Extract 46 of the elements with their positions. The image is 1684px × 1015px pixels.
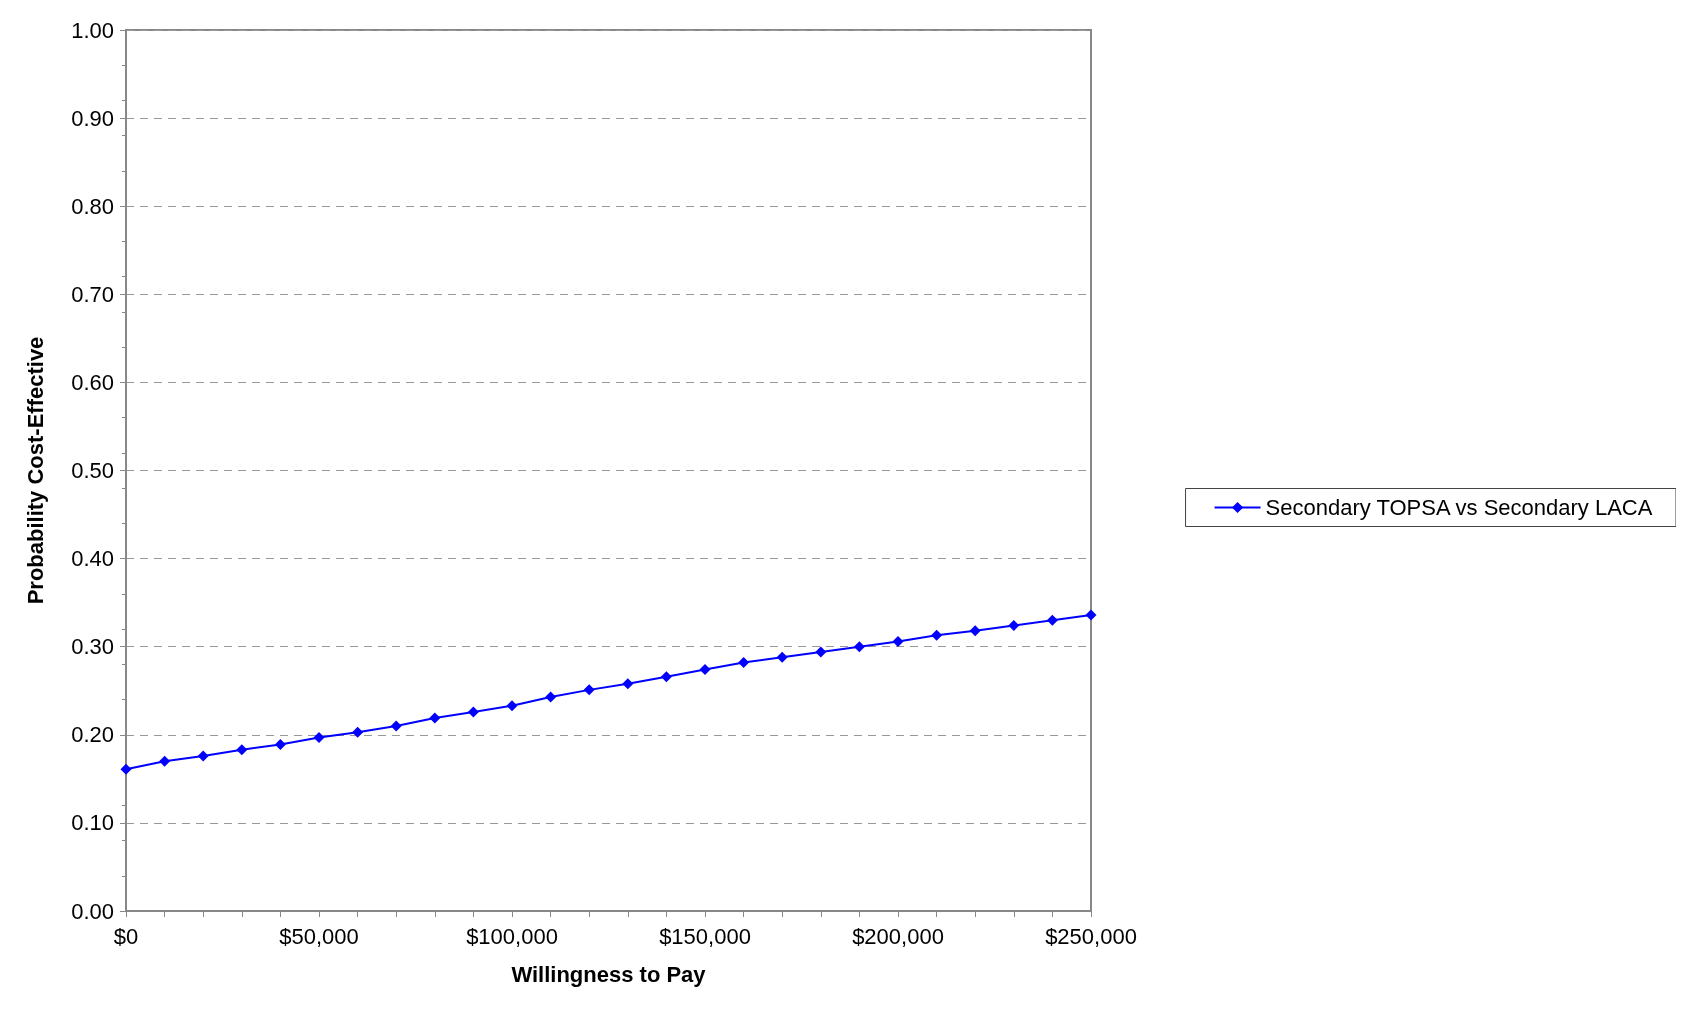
y-tick-label: 0.60 xyxy=(71,369,114,395)
point xyxy=(467,706,479,718)
point xyxy=(545,691,557,703)
point xyxy=(1008,620,1020,632)
legend-label: Secondary TOPSA vs Secondary LACA xyxy=(1265,495,1653,520)
point xyxy=(892,635,904,647)
y-tick-label: 0.40 xyxy=(71,546,114,572)
x-tick-label: $200,000 xyxy=(852,923,944,949)
x-tick-label: $250,000 xyxy=(1045,923,1137,949)
y-tick-label: 0.10 xyxy=(71,810,114,836)
y-tick-label: 0.50 xyxy=(71,458,114,483)
point xyxy=(931,629,943,641)
x-tick-label: $0 xyxy=(113,923,139,949)
point xyxy=(738,657,750,669)
x-tick-label: $100,000 xyxy=(466,923,558,949)
y-tick-label: 0.00 xyxy=(71,898,114,924)
point xyxy=(1046,614,1058,626)
y-tick-label: 0.30 xyxy=(71,634,114,660)
point xyxy=(506,700,518,712)
point xyxy=(352,726,364,738)
x-tick-label: $50,000 xyxy=(279,923,359,949)
point xyxy=(622,678,634,690)
x-axis-title: Willingness to Pay xyxy=(511,961,707,987)
point xyxy=(853,641,865,653)
point xyxy=(120,763,132,775)
point xyxy=(699,664,711,676)
y-tick-label: 0.80 xyxy=(71,193,114,219)
point xyxy=(429,712,441,724)
y-tick-label: 0.90 xyxy=(71,105,114,131)
point xyxy=(969,625,981,637)
y-tick-label: 0.70 xyxy=(71,281,114,307)
point xyxy=(159,755,171,767)
point xyxy=(236,744,248,756)
point xyxy=(274,738,286,750)
y-axis-title: Probability Cost-Effective xyxy=(22,336,48,605)
point xyxy=(815,646,827,658)
y-tick-label: 0.20 xyxy=(71,722,114,748)
point xyxy=(313,731,325,743)
x-tick-label: $150,000 xyxy=(659,923,751,949)
point xyxy=(390,720,402,732)
point xyxy=(1085,609,1097,621)
y-tick-label: 1.00 xyxy=(71,17,114,43)
point xyxy=(197,750,209,762)
point xyxy=(583,684,595,696)
point xyxy=(776,651,788,663)
point xyxy=(660,671,672,683)
